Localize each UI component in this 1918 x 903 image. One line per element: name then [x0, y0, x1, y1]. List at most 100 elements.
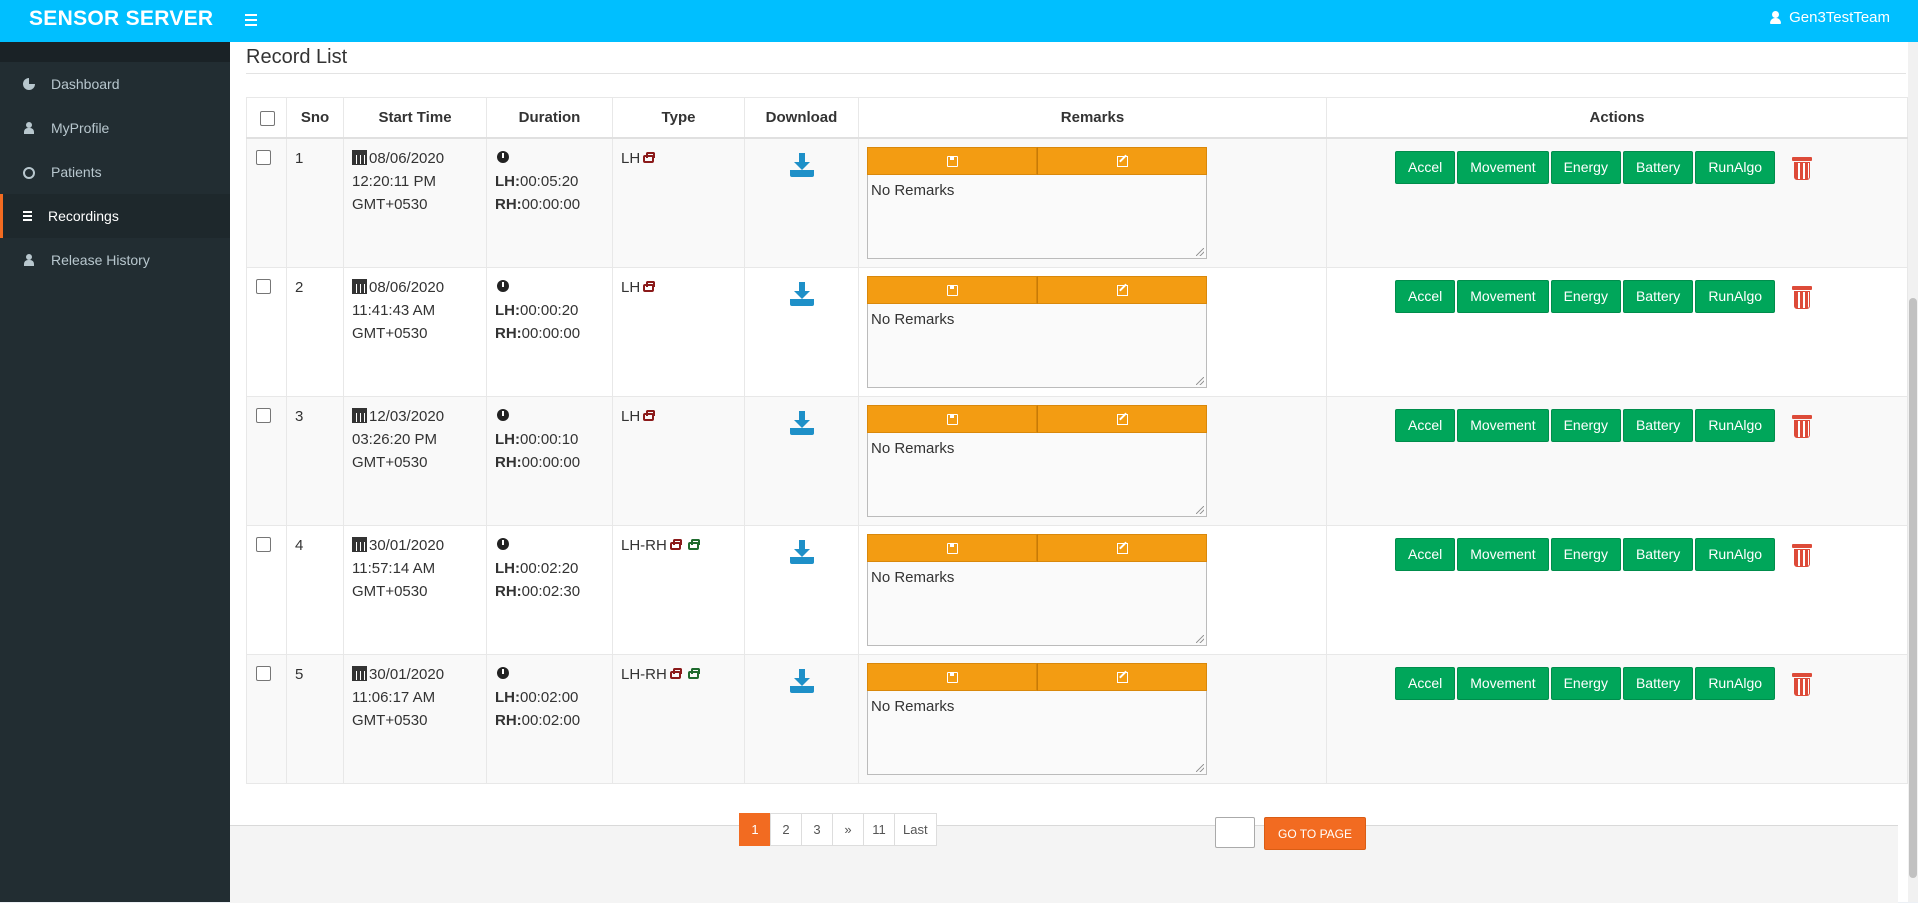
start-time-cell: 08/06/2020 11:41:43 AM GMT+0530 — [343, 267, 487, 397]
action-buttons: Accel Movement Energy Battery RunAlgo — [1335, 663, 1899, 700]
title-divider — [246, 73, 1906, 74]
rh-duration: 00:00:00 — [521, 454, 581, 471]
scrollbar-thumb[interactable] — [1909, 298, 1917, 878]
battery-button[interactable]: Battery — [1622, 667, 1694, 700]
pagination-last[interactable]: Last — [894, 813, 937, 846]
scrollbar-track[interactable] — [1908, 42, 1918, 902]
remarks-textarea[interactable]: No Remarks — [867, 562, 1207, 646]
battery-button[interactable]: Battery — [1622, 280, 1694, 313]
rh-duration: 00:00:00 — [521, 196, 581, 213]
type-cell: LH-RH — [612, 654, 745, 784]
rh-label: RH: — [495, 712, 522, 729]
delete-trash-icon[interactable] — [1792, 671, 1813, 697]
goto-page-input[interactable] — [1215, 817, 1255, 848]
accel-button[interactable]: Accel — [1395, 538, 1456, 571]
delete-trash-icon[interactable] — [1792, 284, 1813, 310]
delete-trash-icon[interactable] — [1792, 155, 1813, 181]
battery-button[interactable]: Battery — [1622, 151, 1694, 184]
runalgo-button[interactable]: RunAlgo — [1695, 667, 1776, 700]
recording-type: LH — [621, 279, 641, 296]
accel-button[interactable]: Accel — [1395, 667, 1456, 700]
download-icon[interactable] — [789, 411, 814, 435]
download-icon[interactable] — [789, 669, 814, 693]
movement-button[interactable]: Movement — [1457, 538, 1549, 571]
delete-trash-icon[interactable] — [1792, 542, 1813, 568]
edit-remarks-button[interactable] — [1037, 276, 1207, 304]
runalgo-button[interactable]: RunAlgo — [1695, 151, 1776, 184]
row-checkbox[interactable] — [256, 150, 271, 165]
pagination-page-11[interactable]: 11 — [863, 813, 895, 846]
start-date: 30/01/2020 — [369, 537, 445, 554]
download-icon[interactable] — [789, 153, 814, 177]
lh-label: LH: — [495, 431, 520, 448]
edit-remarks-button[interactable] — [1037, 534, 1207, 562]
select-all-checkbox[interactable] — [259, 111, 275, 126]
edit-remarks-button[interactable] — [1037, 405, 1207, 433]
row-checkbox[interactable] — [256, 408, 271, 423]
movement-button[interactable]: Movement — [1457, 151, 1549, 184]
battery-button[interactable]: Battery — [1622, 409, 1694, 442]
pagination-next[interactable]: » — [832, 813, 864, 846]
start-time-cell: 12/03/2020 03:26:20 PM GMT+0530 — [343, 396, 487, 526]
page-title: Record List — [246, 46, 348, 68]
edit-remarks-button[interactable] — [1037, 147, 1207, 175]
energy-button[interactable]: Energy — [1550, 538, 1621, 571]
accel-button[interactable]: Accel — [1395, 280, 1456, 313]
brand-logo[interactable]: SENSOR SERVER — [29, 7, 214, 30]
download-icon[interactable] — [789, 540, 814, 564]
row-checkbox[interactable] — [256, 537, 271, 552]
action-buttons: Accel Movement Energy Battery RunAlgo — [1335, 147, 1899, 184]
runalgo-button[interactable]: RunAlgo — [1695, 280, 1776, 313]
column-header-sno: Sno — [286, 97, 344, 139]
energy-button[interactable]: Energy — [1550, 280, 1621, 313]
sidebar-item-label: Patients — [51, 164, 102, 180]
remarks-textarea[interactable]: No Remarks — [867, 175, 1207, 259]
edit-remarks-button[interactable] — [1037, 663, 1207, 691]
movement-button[interactable]: Movement — [1457, 409, 1549, 442]
sidebar-item-patients[interactable]: Patients — [0, 150, 230, 194]
accel-button[interactable]: Accel — [1395, 409, 1456, 442]
runalgo-button[interactable]: RunAlgo — [1695, 538, 1776, 571]
sidebar-item-dashboard[interactable]: Dashboard — [0, 62, 230, 106]
sidebar-item-label: MyProfile — [51, 120, 110, 136]
energy-button[interactable]: Energy — [1550, 151, 1621, 184]
remarks-textarea[interactable]: No Remarks — [867, 433, 1207, 517]
sidebar-item-release-history[interactable]: Release History — [0, 238, 230, 282]
save-remarks-button[interactable] — [867, 534, 1037, 562]
accel-button[interactable]: Accel — [1395, 151, 1456, 184]
save-icon — [946, 671, 958, 683]
menu-toggle-icon[interactable] — [240, 9, 262, 31]
movement-button[interactable]: Movement — [1457, 667, 1549, 700]
sidebar-item-recordings[interactable]: Recordings — [0, 194, 230, 238]
actions-cell: Accel Movement Energy Battery RunAlgo — [1326, 267, 1908, 397]
movement-button[interactable]: Movement — [1457, 280, 1549, 313]
energy-button[interactable]: Energy — [1550, 409, 1621, 442]
save-remarks-button[interactable] — [867, 405, 1037, 433]
row-checkbox[interactable] — [256, 666, 271, 681]
sno-cell: 2 — [286, 267, 344, 397]
left-hand-icon — [643, 410, 658, 422]
lh-duration: 00:02:00 — [520, 689, 579, 706]
goto-page-button[interactable]: GO TO PAGE — [1264, 817, 1367, 850]
pagination-page-3[interactable]: 3 — [801, 813, 833, 846]
remarks-cell: No Remarks — [858, 654, 1327, 784]
save-remarks-button[interactable] — [867, 663, 1037, 691]
battery-button[interactable]: Battery — [1622, 538, 1694, 571]
runalgo-button[interactable]: RunAlgo — [1695, 409, 1776, 442]
sidebar-item-myprofile[interactable]: MyProfile — [0, 106, 230, 150]
delete-trash-icon[interactable] — [1792, 413, 1813, 439]
download-cell — [744, 654, 859, 784]
pagination-page-2[interactable]: 2 — [770, 813, 802, 846]
actions-cell: Accel Movement Energy Battery RunAlgo — [1326, 396, 1908, 526]
save-remarks-button[interactable] — [867, 276, 1037, 304]
row-checkbox[interactable] — [256, 279, 271, 294]
download-icon[interactable] — [789, 282, 814, 306]
lh-duration: 00:00:10 — [520, 431, 579, 448]
pagination-page-1[interactable]: 1 — [739, 813, 771, 846]
start-clock-time: 12:20:11 PM — [352, 173, 436, 190]
save-remarks-button[interactable] — [867, 147, 1037, 175]
remarks-textarea[interactable]: No Remarks — [867, 691, 1207, 775]
remarks-textarea[interactable]: No Remarks — [867, 304, 1207, 388]
energy-button[interactable]: Energy — [1550, 667, 1621, 700]
user-menu[interactable]: Gen3TestTeam — [1770, 9, 1890, 26]
